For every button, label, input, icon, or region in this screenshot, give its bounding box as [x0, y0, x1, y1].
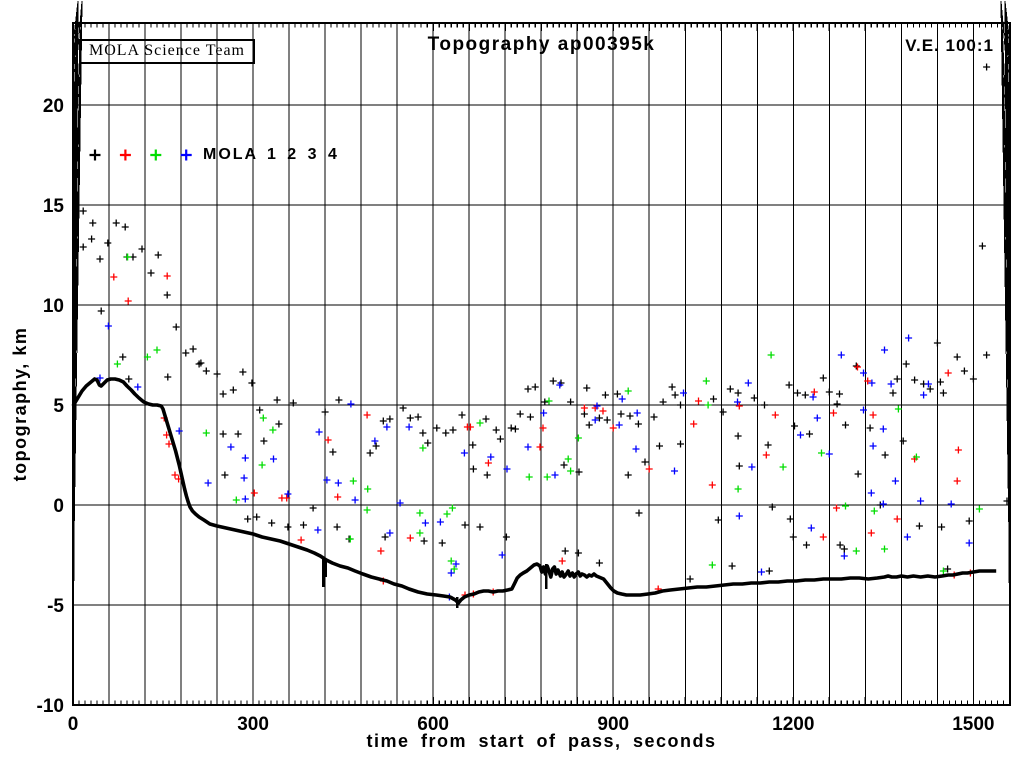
science-team-label: MOLA Science Team	[89, 42, 245, 59]
y-tick-labels: -10 -5 0 5 10 15 20	[37, 96, 65, 717]
profile-line	[71, 377, 997, 608]
x-tick-label: 900	[597, 714, 629, 735]
y-tick-label: 15	[43, 196, 65, 217]
scatter-mola-4	[96, 322, 973, 601]
y-tick-label: 10	[43, 296, 64, 317]
x-tick-label: 600	[417, 714, 449, 735]
scatter-mola-3	[113, 253, 983, 575]
x-tick-label: 0	[68, 714, 79, 735]
y-tick-label: -5	[47, 596, 64, 617]
legend-marker-mola-4	[180, 149, 192, 161]
gridlines	[73, 23, 1010, 705]
scatter-mola-1	[79, 63, 1011, 583]
y-axis-title: topography, km	[10, 326, 30, 482]
x-axis-title: time from start of pass, seconds	[366, 731, 717, 751]
plot-border	[72, 22, 1011, 706]
x-tick-label: 1200	[772, 714, 814, 735]
vertical-exaggeration-label: V.E. 100:1	[905, 36, 994, 55]
legend-markers	[89, 149, 192, 161]
y-tick-label: -10	[37, 696, 64, 717]
legend-label: MOLA 1 2 3 4	[203, 146, 339, 163]
x-tick-label: 300	[237, 714, 269, 735]
y-tick-label: 0	[53, 496, 64, 517]
legend-marker-mola-2	[119, 149, 131, 161]
y-tick-label: 5	[53, 396, 64, 417]
legend-marker-mola-3	[150, 149, 162, 161]
x-tick-labels: 0 300 600 900 1200 1500	[68, 714, 995, 735]
y-tick-label: 20	[43, 96, 64, 117]
legend-marker-mola-1	[89, 149, 101, 161]
x-tick-label: 1500	[952, 714, 994, 735]
